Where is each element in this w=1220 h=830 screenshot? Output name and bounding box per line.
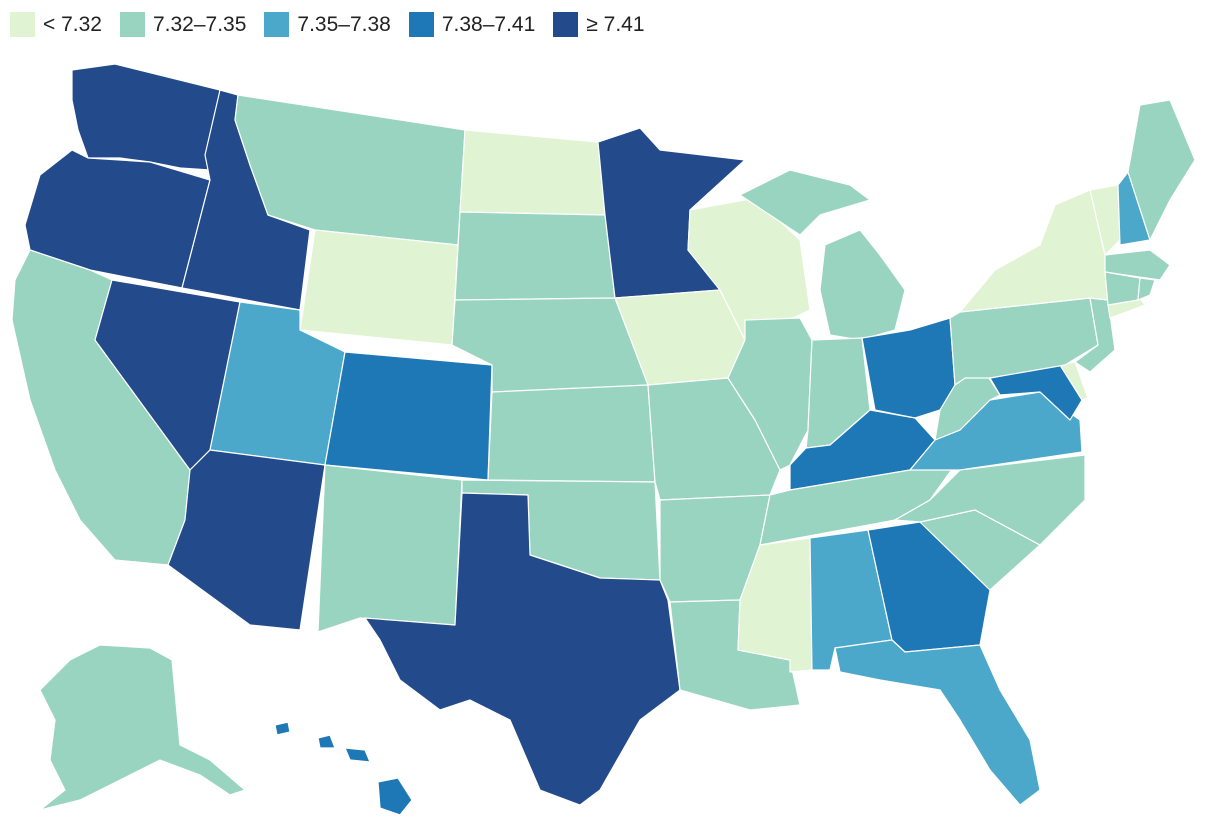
legend-item-3: 7.38–7.41 <box>408 12 536 37</box>
legend-item-4: ≥ 7.41 <box>553 12 645 37</box>
state-WA[interactable] <box>71 63 221 171</box>
legend-label-4: ≥ 7.41 <box>586 12 645 36</box>
state-HI[interactable] <box>274 721 413 816</box>
legend-swatch-3 <box>408 12 434 37</box>
legend-item-1: 7.32–7.35 <box>119 12 247 37</box>
state-RI[interactable] <box>1137 277 1156 301</box>
state-SD[interactable] <box>454 211 616 301</box>
state-ND[interactable] <box>459 129 606 216</box>
state-MA[interactable] <box>1104 249 1171 281</box>
legend-label-0: < 7.32 <box>43 12 102 36</box>
state-CT[interactable] <box>1104 271 1141 306</box>
legend-item-2: 7.35–7.38 <box>264 12 391 37</box>
legend-label-2: 7.35–7.38 <box>297 12 391 36</box>
legend-swatch-4 <box>553 12 579 37</box>
map-legend: < 7.32 7.32–7.35 7.35–7.38 7.38–7.41 ≥ 7… <box>10 12 645 37</box>
legend-swatch-2 <box>264 12 290 37</box>
legend-label-1: 7.32–7.35 <box>152 12 247 36</box>
state-NM[interactable] <box>317 464 463 633</box>
state-DE[interactable] <box>1059 361 1089 401</box>
state-NC[interactable] <box>894 454 1086 546</box>
legend-swatch-1 <box>119 12 145 37</box>
legend-swatch-0 <box>10 12 35 37</box>
legend-label-3: 7.38–7.41 <box>441 12 536 36</box>
state-WY[interactable] <box>299 229 459 346</box>
state-FL[interactable] <box>834 639 1041 806</box>
state-MI[interactable] <box>739 169 906 341</box>
state-AK[interactable] <box>39 644 246 811</box>
state-KS[interactable] <box>487 384 656 483</box>
state-CO[interactable] <box>324 351 493 481</box>
state-IL[interactable] <box>727 317 813 471</box>
legend-item-0: < 7.32 <box>10 12 102 37</box>
state-ME[interactable] <box>1127 99 1196 241</box>
state-AZ[interactable] <box>167 449 326 631</box>
state-TX[interactable] <box>364 492 681 806</box>
